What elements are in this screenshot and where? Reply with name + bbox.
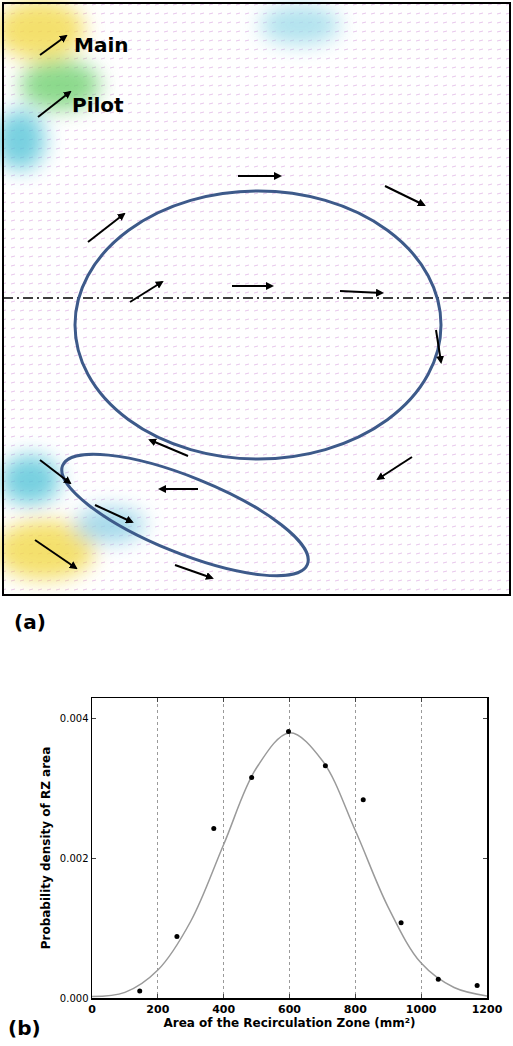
svg-text:0: 0 [88, 1003, 96, 1016]
svg-text:1000: 1000 [406, 1003, 437, 1016]
svg-text:0.002: 0.002 [60, 853, 89, 864]
html-text:(b): (b) [8, 1016, 41, 1040]
svg-text:400: 400 [212, 1003, 235, 1016]
svg-text:1200: 1200 [472, 1003, 503, 1016]
svg-text:0.004: 0.004 [60, 713, 89, 724]
svg-text:Main: Main [74, 33, 129, 57]
svg-text:Area of the Recirculation Zone: Area of the Recirculation Zone (mm²) [163, 1016, 415, 1030]
svg-text:200: 200 [146, 1003, 169, 1016]
svg-text:600: 600 [278, 1003, 301, 1016]
svg-text:Pilot: Pilot [72, 93, 124, 117]
svg-text:800: 800 [344, 1003, 367, 1016]
svg-text:0.000: 0.000 [60, 993, 89, 1004]
svg-text:Probability density of RZ area: Probability density of RZ area [39, 747, 53, 950]
html-text:(a): (a) [14, 610, 46, 634]
